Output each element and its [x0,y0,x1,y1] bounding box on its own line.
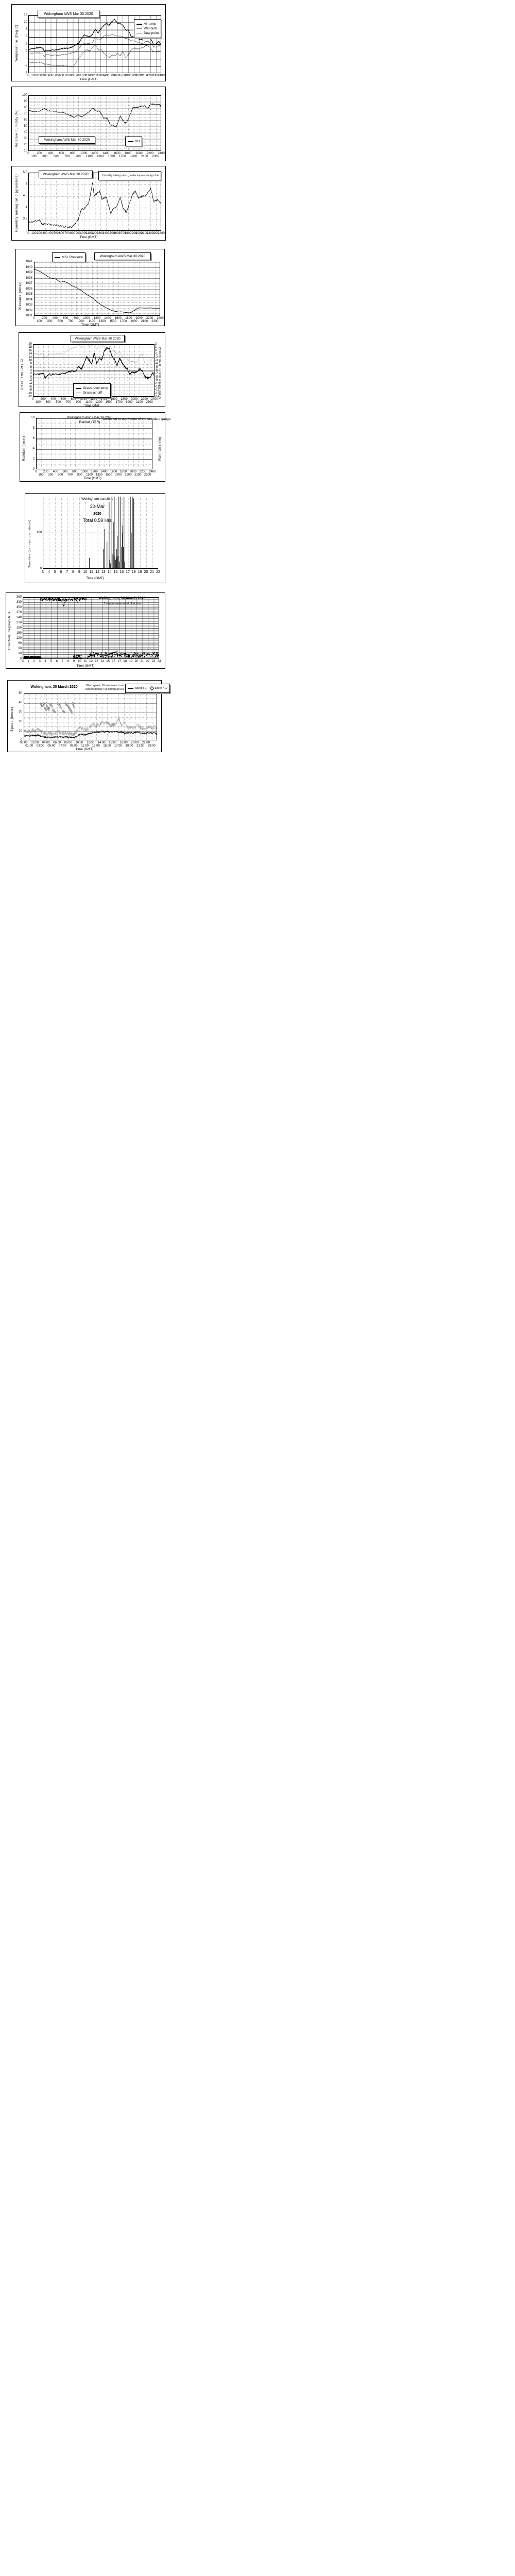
x-axis-ticks-grass-temperature-bottom: 100 300 500 700 900 1100 1300 1500 1700 1900 2100 2… [35,401,153,404]
plot-area-wind-direction [23,597,159,659]
chart-legend-humidity-mixing-ratio: Humidity mixing ratio, g water vapour pe… [98,171,161,180]
chart-panel-temperature: Wokingham AWS Mar 30 2020 Air temp Wet b… [11,4,166,81]
plot-area-sunshine [43,497,158,569]
chart-title-wind-direction: Wokingham, 30 March 2020 [98,597,146,600]
legend-label-rh: RH [135,140,140,143]
x-axis-ticks-grass-temperature-top: 0 200 400 600 800 1000 1200 1400 1600 1800 2000 220… [32,398,158,401]
y-axis-ticks-wind-direction: 360 330 300 270 240 210 180 150 120 90 60 30 0 [16,596,22,660]
chart-title-sunshine-line2: 30-Mar [90,504,105,509]
x-axis-ticks-wind-speed-bottom: 01:00 03:00 05:00 07:00 09:00 11:00 13:00 15:00… [25,744,156,748]
chart-legend-wind-speed: Speed x 1 Speed / 10 [125,684,170,693]
legend-swatch-speed-div10 [149,686,154,691]
chart-note-rainfall: Corrected to equivalent of the standard … [102,417,171,421]
chart-panel-wind-speed: Wokingham, 30 March 2020 Wind speed, 10 … [7,680,170,752]
chart-panel-humidity-mixing-ratio: Wokingham AWS Mar 30 2020 Humidity mixin… [11,166,166,241]
legend-label-wet-bulb: Wet bulb [144,27,157,30]
legend-label-hmr: Humidity mixing ratio, g water vapour pe… [102,174,160,177]
legend-swatch-rh [128,141,133,142]
legend-swatch-speed-x1 [128,688,133,689]
x-axis-label-grass-temperature: Time GMT [84,404,100,408]
chart-legend-msl-pressure: MSL Pressure [52,252,85,262]
legend-label-dew-point: Dew point [144,31,159,35]
legend-label-speed-x1: Speed x 1 [135,687,147,690]
x-axis-label-temperature: Time (GMT) [79,78,98,81]
plot-area-msl-pressure [34,262,160,316]
chart-title-grass-temperature: Wokingham AWS Mar 30 2020 [71,335,125,342]
chart-note-wind-speed-line1: Wind speed, 10 min mean / max gust [86,684,130,687]
x-axis-ticks-temperature: 0 100 200 300 400 500 600 700 800 900 1000 1100 1200… [27,74,165,77]
chart-panel-msl-pressure: MSL Pressure Wokingham AWS Mar 30 2020 P… [15,249,165,327]
chart-title-sunshine-line4: Total 0.59 Hrs [83,518,112,523]
x-axis-label-humidity-mixing-ratio: Time (GMT) [79,235,98,239]
chart-subtitle-wind-direction: 5 minute mean wind direction [104,602,141,605]
y-axis-ticks-rainfall: 10 8 6 4 2 0 [31,416,35,471]
x-axis-ticks-wind-direction: 0 1 2 3 4 5 6 7 8 9 10 11 12 13 14 15 16 17 18 19 20 21 22 23 24 [22,660,161,663]
chart-title-rainfall-line1: Wokingham AWS Mar 30 2020 [66,416,113,419]
chart-legend-relative-humidity: RH [125,137,143,146]
chart-title-wind-speed: Wokingham, 30 March 2020 [30,685,78,689]
y-axis-ticks-relative-humidity: 100 90 80 70 60 50 40 30 20 10 [22,94,27,152]
y-axis-ticks-sunshine: 100 0 [36,531,42,570]
x-axis-ticks-relative-humidity-bottom: 100 300 500 700 900 1100 1300 1500 1700 1900 2100 2… [31,155,159,158]
x-axis-label-msl-pressure: Time (GMT) [81,323,99,327]
y-axis-ticks-humidity-mixing-ratio: 5.5 5 4.5 4 3.5 3 [23,171,27,232]
x-axis-label-sunshine: Time (GMT) [86,577,104,580]
x-axis-ticks-msl-pressure-bottom: 100 300 500 700 900 1100 1300 1500 1700 1900 2100 2… [37,320,159,323]
x-axis-ticks-wind-speed-top: 00:00 02:00 04:00 06:00 08:00 10:00 12:00 14:00… [20,741,150,744]
x-axis-label-wind-speed: Time (GMT) [75,748,94,751]
legend-swatch-msl-pressure [55,257,60,258]
x-axis-label-rainfall: Time (GMT) [83,477,101,480]
legend-label-speed-div10: Speed / 10 [154,687,167,690]
legend-label-air-temp: Air temp [144,22,157,26]
chart-title-humidity-mixing-ratio: Wokingham AWS Mar 30 2020 [39,171,93,178]
chart-legend-grass-temperature: Grass level temp Grass-air diff [73,383,111,398]
chart-title-sunshine-line3: 2020 [93,512,101,516]
legend-swatch-grass-level-temp [76,387,81,389]
y-axis-ticks-grass-temperature: 20 18 16 14 12 10 8 6 4 2 0 -2 -4 -6 -8 -10 -12 [27,343,32,398]
chart-panel-rainfall: Wokingham AWS Mar 30 2020 Rainfall (TBR)… [20,412,171,482]
x-axis-ticks-msl-pressure-top: 0 200 400 600 800 1000 1200 1400 1600 1800 2000 220… [33,317,164,320]
chart-legend-temperature: Air temp Wet bulb Dew point [134,19,161,38]
legend-label-msl-pressure: MSL Pressure [62,256,83,259]
y-axis-ticks-wind-speed: 50 40 30 20 10 0 [19,692,22,742]
legend-label-grass-air-diff: Grass-air diff [83,391,102,395]
chart-title-rainfall-line2: Rainfall (TBR) [79,420,100,424]
y-axis-label-right-rainfall: Rainfall (mm) [158,436,162,461]
plot-area-humidity-mixing-ratio [28,173,161,231]
chart-panel-relative-humidity: Relative humidity (%) 100 90 80 70 60 50… [11,87,166,161]
x-axis-ticks-humidity-mixing-ratio: 0 100 200 300 400 500 600 700 800 900 1000 1100 1200… [27,232,165,235]
y-axis-ticks-right-grass-temperature: 2 1 0 -1 -2 -3 -4 -5 -6 -7 -8 -9 -10 -11 -12 -13 -14 [155,343,160,398]
x-axis-ticks-sunshine: 3 4 5 6 7 8 9 10 11 12 13 14 15 16 17 18 19 20 21 22 [42,570,160,574]
x-axis-ticks-rainfall-bottom: 100 300 500 700 900 1100 1300 1500 1700 1900 2100 2… [38,473,151,477]
chart-note-wind-speed-line2: Speeds below 4 kt shown at x10 scale [85,688,131,691]
chart-panel-sunshine: Wokingham sunshine 30-Mar 2020 Total 0.5… [25,493,165,583]
y-axis-ticks-msl-pressure: 1041 1040 1039 1038 1037 1036 1035 1034 … [25,260,32,317]
x-axis-ticks-relative-humidity-top: 0 200 400 600 800 1000 1200 1400 1600 1800 2000 220… [27,152,165,155]
plot-area-wind-speed [24,693,157,740]
chart-title-sunshine-line1: Wokingham sunshine [81,497,114,501]
chart-title-temperature: Wokingham AWS Mar 30 2020 [38,10,99,18]
chart-title-msl-pressure: Wokingham AWS Mar 30 2020 [94,252,151,260]
legend-swatch-air-temp [136,23,143,25]
legend-label-grass-level-temp: Grass level temp [83,386,108,390]
x-axis-label-wind-direction: Time (GMT) [76,664,95,668]
chart-title-relative-humidity: Wokingham AWS Mar 30 2020 [39,136,95,144]
y-axis-ticks-temperature: 12 10 8 6 4 2 0 -2 -4 [24,13,27,75]
legend-swatch-wet-bulb [136,28,143,29]
chart-panel-wind-direction: Wokingham, 30 March 2020 5 minute mean w… [6,592,165,669]
chart-panel-grass-temperature: Wokingham AWS Mar 30 2020 Grass Temp (De… [19,332,165,408]
plot-area-rainfall [36,418,152,469]
x-axis-ticks-rainfall-top: 0 200 400 600 800 1000 1200 1400 1600 1800 2000 220… [35,470,156,473]
